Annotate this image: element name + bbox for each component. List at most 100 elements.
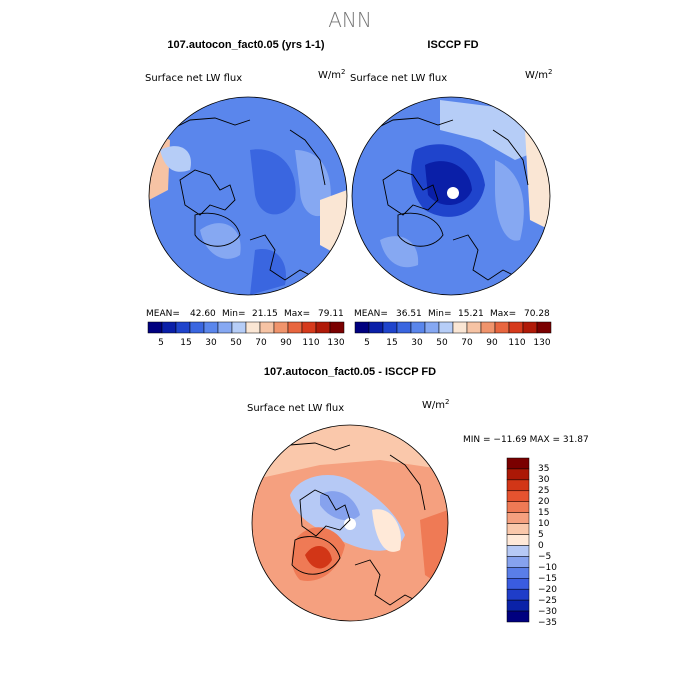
colorbar-swatch <box>536 321 552 334</box>
colorbar-swatch <box>410 321 426 334</box>
colorbar-swatch <box>506 588 530 601</box>
panel-obs-min-value: 15.21 <box>458 309 484 319</box>
colorbar-swatch <box>382 321 398 334</box>
colorbar-swatch <box>466 321 482 334</box>
colorbar-swatch <box>506 479 530 492</box>
panel-diff-colorbar <box>506 457 530 623</box>
panel-diff-tick: −35 <box>538 618 557 628</box>
panel-diff-units: W/m2 <box>422 398 449 411</box>
panel-diff-map-border <box>251 424 449 622</box>
panel-model-tick: 110 <box>302 338 319 348</box>
colorbar-swatch <box>245 321 261 334</box>
panel-obs-colorbar <box>354 321 552 334</box>
panel-diff-tick: 30 <box>538 475 550 485</box>
panel-diff-tick: 0 <box>538 541 544 551</box>
panel-obs-tick: 30 <box>411 338 423 348</box>
panel-model-variable: Surface net LW flux <box>145 73 242 84</box>
panel-model-tick: 70 <box>255 338 267 348</box>
panel-obs-mean-value: 36.51 <box>396 309 422 319</box>
panel-model-min-label: Min= <box>222 309 246 319</box>
panel-model-max-label: Max= <box>284 309 310 319</box>
colorbar-swatch <box>231 321 247 334</box>
colorbar-swatch <box>506 545 530 557</box>
colorbar-swatch <box>452 321 468 334</box>
panel-diff-tick: 25 <box>538 486 549 496</box>
panel-obs-min-label: Min= <box>428 309 452 319</box>
panel-model: 107.autocon_fact0.05 (yrs 1-1) Surface n… <box>145 39 348 348</box>
panel-obs-tick: 110 <box>508 338 525 348</box>
colorbar-swatch <box>217 321 233 334</box>
panel-diff-tick: 20 <box>538 497 550 507</box>
panel-obs-max-label: Max= <box>490 309 516 319</box>
panel-model-mean-value: 42.60 <box>190 309 216 319</box>
panel-model-mean-label: MEAN= <box>146 309 180 319</box>
panel-diff-field-hot-core <box>305 545 332 569</box>
panel-model-field-dark-south <box>250 249 286 295</box>
colorbar-swatch <box>396 321 412 334</box>
colorbar-swatch <box>147 321 163 334</box>
panel-obs-tick: 70 <box>461 338 473 348</box>
colorbar-swatch <box>480 321 496 334</box>
panel-model-tick: 90 <box>280 338 292 348</box>
panel-diff-field-pale-rim <box>252 425 448 480</box>
panel-obs-max-value: 70.28 <box>524 309 550 319</box>
colorbar-swatch <box>287 321 303 334</box>
colorbar-swatch <box>506 556 530 568</box>
panel-diff-tick: −25 <box>538 596 557 606</box>
panel-obs-variable: Surface net LW flux <box>350 73 447 84</box>
colorbar-swatch <box>506 534 530 546</box>
figure-title: ANN <box>328 8 372 32</box>
colorbar-swatch <box>506 578 530 590</box>
panel-obs-colorbar-ticks: 5 15 30 50 70 90 110 130 <box>364 338 551 348</box>
panel-model-units: W/m2 <box>318 68 345 81</box>
colorbar-swatch <box>329 321 345 334</box>
panel-diff-field-cool-core <box>320 491 360 521</box>
panel-diff: 107.autocon_fact0.05 - ISCCP FD Surface … <box>247 366 589 628</box>
panel-model-max-value: 79.11 <box>318 309 344 319</box>
colorbar-swatch <box>506 599 530 612</box>
panel-model-tick: 30 <box>205 338 217 348</box>
panel-diff-header: 107.autocon_fact0.05 - ISCCP FD <box>264 366 436 378</box>
panel-obs-stats: MEAN= 36.51 Min= 15.21 Max= 70.28 <box>354 309 550 319</box>
colorbar-swatch <box>494 321 510 334</box>
panel-model-tick: 50 <box>230 338 242 348</box>
colorbar-swatch <box>522 321 538 334</box>
colorbar-swatch <box>506 457 530 470</box>
panel-model-map <box>149 97 347 295</box>
panel-obs-header: ISCCP FD <box>427 39 478 51</box>
panel-diff-variable: Surface net LW flux <box>247 403 344 414</box>
panel-model-header: 107.autocon_fact0.05 (yrs 1-1) <box>167 39 324 51</box>
panel-model-coastlines <box>169 117 326 281</box>
panel-diff-tick: −10 <box>538 563 557 573</box>
colorbar-swatch <box>175 321 191 334</box>
panel-obs-tick: 90 <box>486 338 498 348</box>
panel-diff-tick: −5 <box>538 552 551 562</box>
panel-obs-mean-label: MEAN= <box>354 309 388 319</box>
panel-obs-field-mid-center <box>425 161 472 206</box>
panel-model-tick: 130 <box>327 338 344 348</box>
panel-diff-colorbar-ticks: 35 30 25 20 15 10 5 0 −5 −10 −15 −20 −25… <box>538 464 557 628</box>
colorbar-swatch <box>506 567 530 579</box>
colorbar-swatch <box>506 490 530 502</box>
panel-diff-tick: 15 <box>538 508 549 518</box>
colorbar-swatch <box>189 321 205 334</box>
panel-obs-coastlines <box>372 117 529 281</box>
panel-obs-tick: 130 <box>533 338 550 348</box>
panel-obs-tick: 50 <box>436 338 448 348</box>
panel-diff-tick: 5 <box>538 530 544 540</box>
panel-diff-tick: 10 <box>538 519 550 529</box>
panel-diff-tick: −30 <box>538 607 557 617</box>
colorbar-swatch <box>203 321 219 334</box>
panel-obs-map-border <box>351 96 551 296</box>
colorbar-swatch <box>315 321 331 334</box>
panel-obs-pole-hole <box>447 187 459 199</box>
panel-obs-units: W/m2 <box>525 68 552 81</box>
panel-model-colorbar-ticks: 5 15 30 50 70 90 110 130 <box>158 338 345 348</box>
colorbar-swatch <box>506 468 530 481</box>
colorbar-swatch <box>424 321 440 334</box>
panel-diff-tick: 35 <box>538 464 549 474</box>
colorbar-swatch <box>506 523 530 535</box>
panel-diff-tick: −15 <box>538 574 557 584</box>
colorbar-swatch <box>506 610 530 623</box>
panel-model-stats: MEAN= 42.60 Min= 21.15 Max= 79.11 <box>146 309 344 319</box>
